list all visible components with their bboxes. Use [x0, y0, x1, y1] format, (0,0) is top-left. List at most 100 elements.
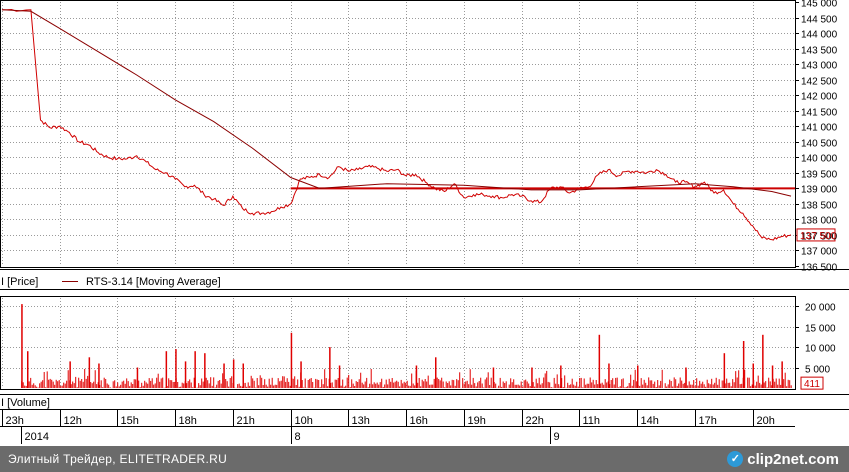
volume-bar [483, 387, 485, 388]
volume-bar [595, 380, 597, 388]
volume-bar [541, 383, 543, 388]
volume-bar [631, 385, 633, 388]
volume-bar [478, 381, 480, 388]
volume-bar [673, 377, 675, 388]
volume-bar [133, 379, 135, 388]
volume-panel-frame [0, 296, 796, 390]
volume-bar [256, 378, 258, 388]
volume-bar [277, 378, 279, 388]
volume-spike-bar [752, 363, 754, 388]
volume-bar [790, 385, 792, 388]
x-axis-time-label: 14h [641, 415, 659, 427]
volume-spike-bar [27, 351, 29, 388]
volume-bar [555, 383, 557, 388]
volume-bar [532, 382, 534, 388]
volume-bar [403, 381, 405, 388]
volume-last-value-label: 411 [804, 379, 820, 390]
volume-bar [384, 384, 386, 388]
volume-bar [627, 386, 629, 388]
volume-bar [721, 380, 723, 388]
volume-tick-label: 20 000 [805, 303, 836, 314]
volume-bar [268, 378, 270, 388]
volume-bar [81, 379, 83, 388]
volume-bar [49, 378, 51, 388]
volume-bar [642, 384, 644, 388]
volume-bar [228, 386, 230, 388]
volume-bar [126, 378, 128, 388]
volume-bar [340, 385, 342, 388]
volume-bar [679, 377, 681, 388]
price-tick-label: 143 000 [801, 61, 838, 72]
volume-bar [231, 376, 233, 388]
volume-bar [691, 384, 693, 388]
volume-bar [181, 382, 183, 388]
volume-bar [112, 381, 114, 388]
volume-bar [321, 379, 323, 388]
volume-spike-bar [69, 361, 71, 388]
volume-bar [538, 377, 540, 388]
volume-bar [687, 385, 689, 388]
volume-bar [579, 378, 581, 388]
volume-bar [735, 371, 737, 388]
volume-bar [309, 378, 311, 388]
volume-bar [346, 377, 348, 388]
volume-bar [310, 378, 312, 388]
volume-bar [625, 386, 627, 388]
volume-bar [121, 381, 123, 388]
volume-bar [450, 385, 452, 388]
volume-bar [580, 377, 582, 388]
volume-bar [522, 386, 524, 388]
volume-spike-bar [165, 351, 168, 388]
volume-bar [771, 385, 773, 388]
volume-bar [459, 372, 461, 388]
volume-bar [210, 377, 212, 388]
volume-bar [118, 386, 120, 388]
volume-bar [520, 381, 522, 388]
volume-bar [577, 386, 579, 388]
volume-bar [201, 378, 203, 388]
volume-bar [669, 379, 671, 388]
volume-bar [394, 381, 396, 388]
volume-bar [192, 387, 194, 388]
volume-bar [736, 377, 738, 388]
volume-bar [87, 375, 89, 388]
volume-spike-bar [781, 361, 783, 388]
volume-bar [712, 384, 714, 388]
volume-bar [652, 383, 654, 388]
volume-bar [294, 376, 296, 388]
volume-bar [189, 379, 191, 388]
volume-bar [135, 379, 137, 388]
volume-bar [556, 374, 558, 388]
volume-bar [244, 382, 246, 388]
volume-bar [78, 377, 80, 388]
volume-bar [640, 378, 642, 388]
volume-bar [150, 380, 152, 388]
volume-bar [180, 386, 182, 388]
volume-bar [616, 377, 618, 388]
price-tick-label: 141 000 [801, 123, 838, 134]
volume-bar [250, 375, 252, 388]
volume-spike-bar [98, 363, 100, 388]
volume-bar [618, 387, 620, 388]
volume-bar [391, 378, 393, 388]
volume-bar [417, 382, 419, 388]
volume-bar [259, 375, 261, 388]
volume-bar [535, 378, 537, 388]
volume-bar [33, 383, 35, 388]
volume-bar [495, 383, 497, 388]
volume-bar [747, 377, 749, 388]
volume-bar [288, 381, 290, 388]
volume-tick-label: 10 000 [805, 344, 836, 355]
volume-bar [643, 379, 645, 388]
volume-bar [409, 385, 411, 388]
x-axis-time-label: 11h [583, 415, 601, 427]
volume-bar [315, 378, 317, 388]
volume-bar [498, 385, 500, 388]
volume-bar [729, 382, 731, 388]
volume-bar [517, 384, 519, 388]
volume-bar [738, 370, 740, 388]
volume-tick-label: 5 000 [805, 365, 830, 376]
volume-bar [258, 385, 260, 388]
volume-bar [274, 384, 276, 388]
price-series-line [2, 8, 792, 241]
